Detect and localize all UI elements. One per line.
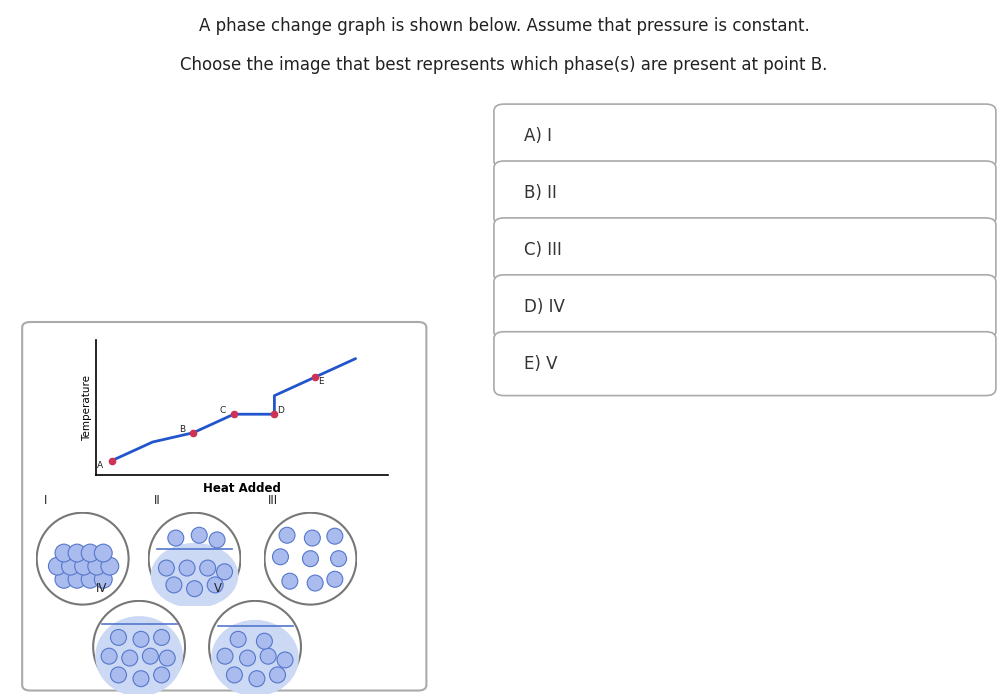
Text: E) V: E) V [524,355,557,373]
Circle shape [153,667,169,683]
Ellipse shape [96,617,182,694]
Circle shape [82,544,99,562]
Circle shape [230,632,246,648]
Text: A) I: A) I [524,127,552,145]
Ellipse shape [148,513,241,604]
Circle shape [327,571,343,587]
Ellipse shape [209,601,301,693]
Circle shape [256,633,272,649]
Circle shape [277,652,293,668]
Circle shape [272,549,288,565]
Circle shape [75,557,93,575]
Circle shape [95,570,112,589]
Text: B: B [178,425,184,434]
Text: A: A [97,462,103,471]
Circle shape [122,650,138,666]
Text: Choose the image that best represents which phase(s) are present at point B.: Choose the image that best represents wh… [180,56,828,74]
Circle shape [133,670,149,686]
Circle shape [153,629,169,645]
Text: IV: IV [96,582,107,595]
Circle shape [158,560,174,576]
Circle shape [217,564,233,579]
Y-axis label: Temperature: Temperature [82,375,92,441]
Ellipse shape [264,513,357,604]
Circle shape [88,557,106,575]
Circle shape [179,560,195,576]
Circle shape [331,551,347,566]
Circle shape [240,650,255,666]
Circle shape [142,648,158,664]
Circle shape [95,544,112,562]
Circle shape [260,648,276,664]
Circle shape [249,670,265,686]
Circle shape [302,551,319,566]
Circle shape [111,629,126,645]
Text: C) III: C) III [524,241,562,259]
Circle shape [101,557,119,575]
Ellipse shape [93,601,185,693]
Text: II: II [153,494,160,507]
Text: V: V [214,582,222,595]
Circle shape [166,577,181,593]
Text: C: C [220,406,226,415]
Circle shape [101,648,117,664]
Circle shape [69,570,86,589]
Circle shape [55,570,73,589]
Ellipse shape [36,513,129,604]
Circle shape [304,530,321,546]
Circle shape [69,544,86,562]
Circle shape [167,530,183,546]
Circle shape [192,527,208,543]
Text: E: E [319,378,324,387]
Text: D) IV: D) IV [524,298,565,316]
Text: I: I [43,494,46,507]
Circle shape [282,573,297,589]
Circle shape [82,570,99,589]
Circle shape [217,648,233,664]
Ellipse shape [151,543,238,607]
Circle shape [159,650,175,666]
Circle shape [208,577,223,593]
Circle shape [133,632,149,648]
Circle shape [307,575,324,591]
Circle shape [111,667,126,683]
Circle shape [279,527,295,543]
Text: B) II: B) II [524,184,557,202]
Text: D: D [277,407,284,416]
Circle shape [327,528,343,544]
Circle shape [61,557,80,575]
Text: A phase change graph is shown below. Assume that pressure is constant.: A phase change graph is shown below. Ass… [199,17,809,35]
Circle shape [55,544,73,562]
Circle shape [200,560,216,576]
Circle shape [48,557,67,575]
Circle shape [227,667,242,683]
Ellipse shape [212,620,298,694]
Circle shape [209,532,225,548]
Circle shape [269,667,285,683]
X-axis label: Heat Added: Heat Added [203,482,281,496]
Circle shape [186,581,203,597]
Text: III: III [268,494,278,507]
